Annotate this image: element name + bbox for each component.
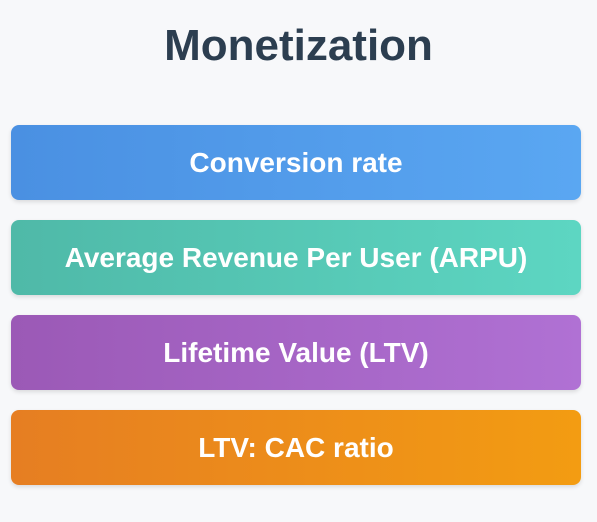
metric-label: Conversion rate (189, 146, 403, 178)
metric-arpu: Average Revenue Per User (ARPU) (11, 220, 581, 295)
metric-label: Average Revenue Per User (ARPU) (64, 241, 528, 273)
metric-ltv-cac-ratio: LTV: CAC ratio (11, 410, 581, 485)
metric-label: Lifetime Value (LTV) (163, 336, 429, 368)
metric-ltv: Lifetime Value (LTV) (11, 315, 581, 390)
metric-conversion-rate: Conversion rate (11, 125, 581, 200)
metrics-list: Conversion rate Average Revenue Per User… (11, 125, 581, 485)
metric-label: LTV: CAC ratio (198, 431, 394, 463)
diagram-title: Monetization (164, 21, 433, 70)
